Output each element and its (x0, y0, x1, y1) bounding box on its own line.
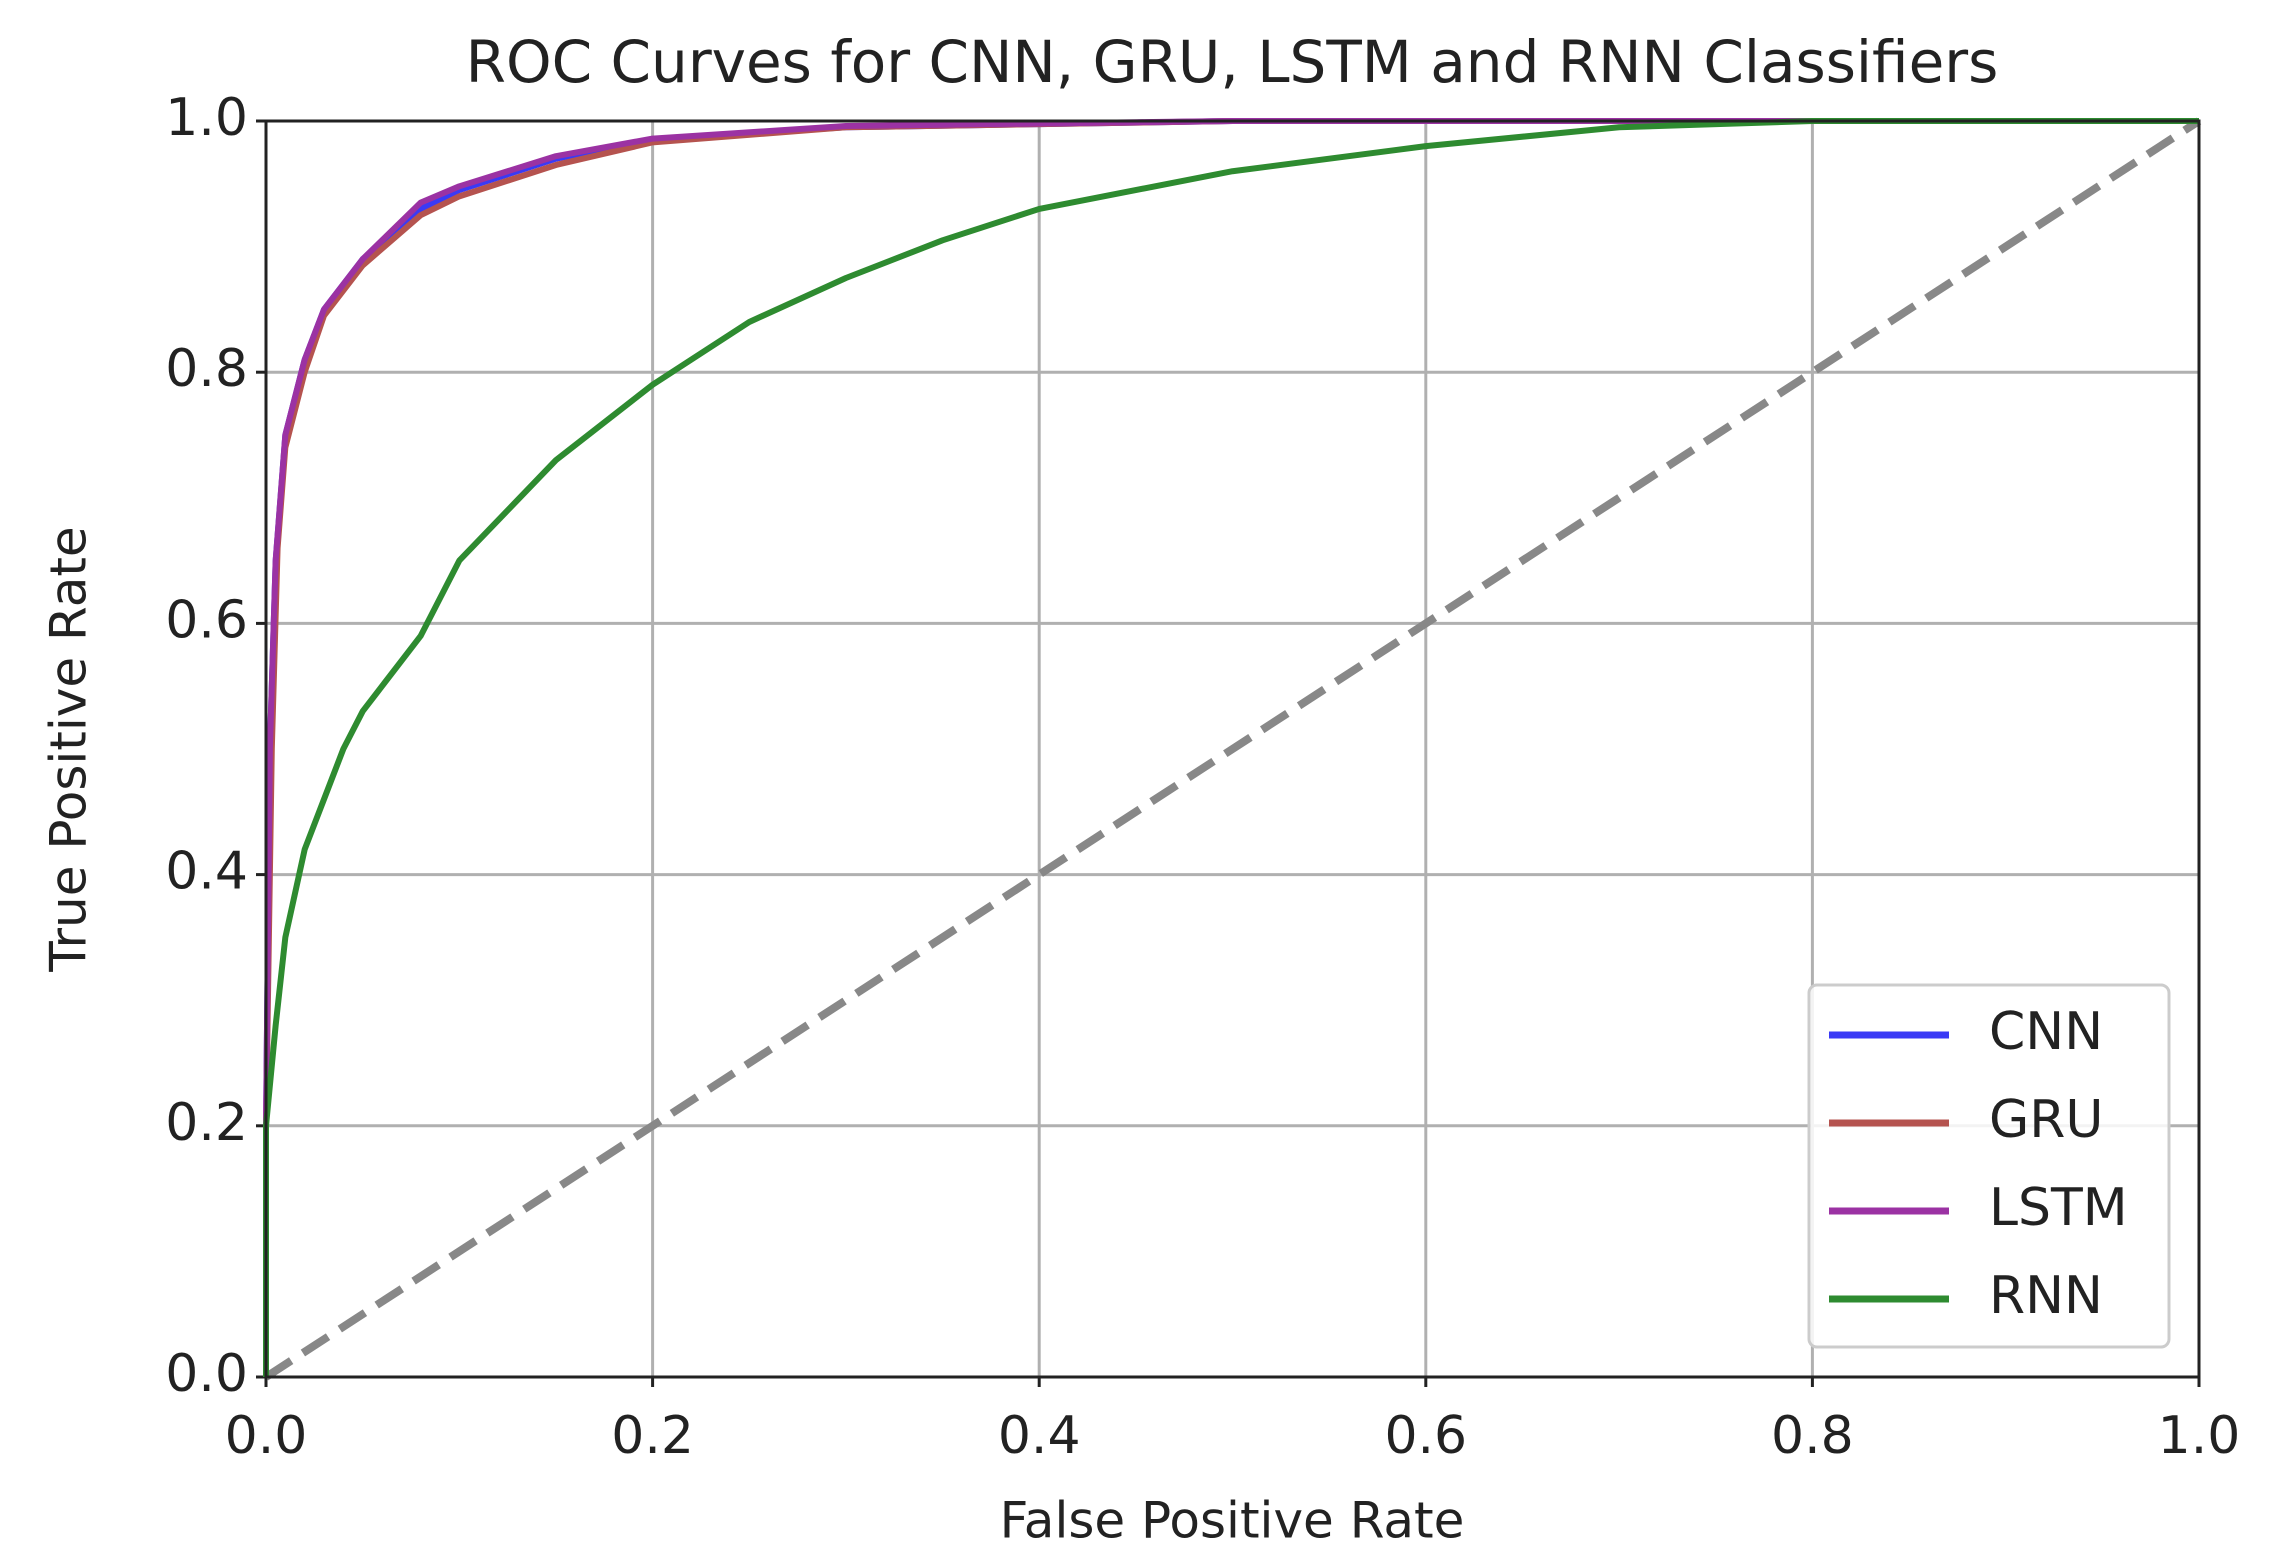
legend-label: RNN (1989, 1266, 2103, 1326)
y-axis-label: True Positive Rate (40, 526, 98, 972)
roc-curve (263, 118, 2199, 1377)
y-tick-label: 0.0 (165, 1344, 248, 1404)
x-tick-label: 0.4 (998, 1406, 1081, 1466)
y-tick-label: 0.2 (165, 1093, 248, 1153)
x-tick-label: 0.8 (1771, 1406, 1854, 1466)
legend: CNN GRU LSTM RNN (1807, 983, 2171, 1349)
roc-curve (263, 118, 2199, 1377)
x-tick-label: 0.6 (1384, 1406, 1467, 1466)
y-tick-label: 1.0 (165, 88, 248, 148)
x-axis-label: False Positive Rate (1000, 1492, 1465, 1550)
legend-label: GRU (1989, 1090, 2104, 1150)
x-tick-label: 0.2 (611, 1406, 694, 1466)
legend-label: LSTM (1989, 1178, 2128, 1238)
y-tick-label: 0.4 (165, 842, 248, 902)
legend-box (1807, 983, 2171, 1349)
chart-title: ROC Curves for CNN, GRU, LSTM and RNN Cl… (466, 28, 1999, 96)
reference-line (263, 117, 2202, 1381)
plot-frame (264, 119, 2201, 1379)
x-tick-label: 0.0 (225, 1406, 308, 1466)
legend-label: CNN (1989, 1002, 2103, 1062)
y-tick-label: 0.6 (165, 590, 248, 650)
x-tick-label: 1.0 (2158, 1406, 2241, 1466)
y-tick-label: 0.8 (165, 339, 248, 399)
